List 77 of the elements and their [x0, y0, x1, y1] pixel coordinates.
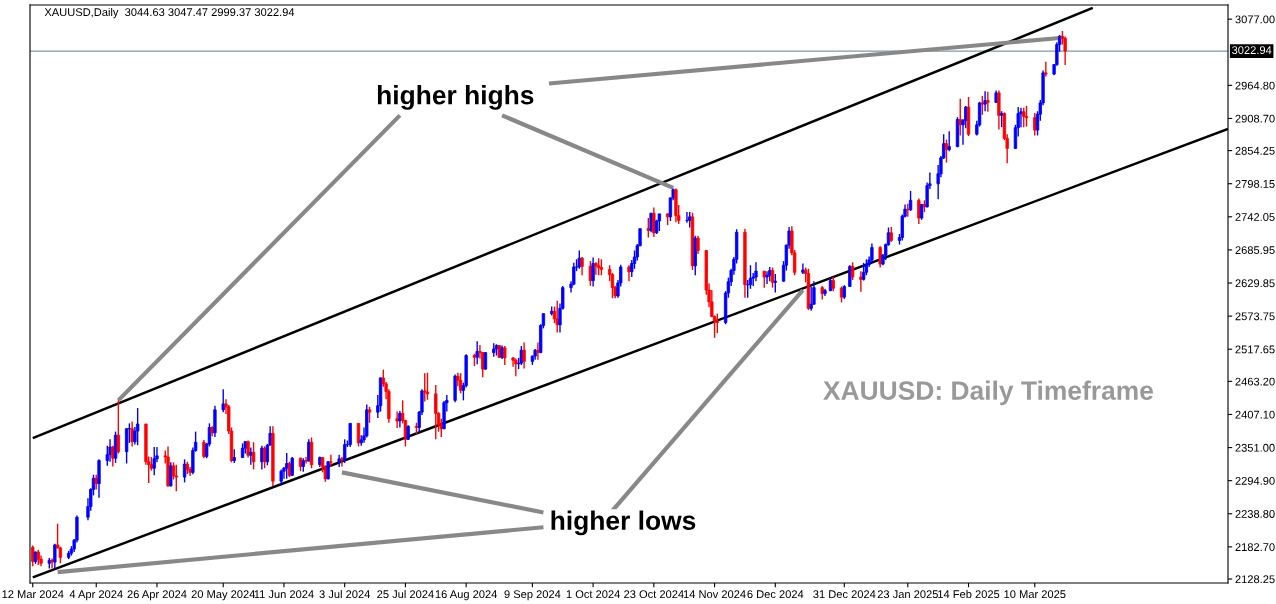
candlestick — [304, 456, 308, 465]
candlestick — [900, 213, 904, 242]
candlestick — [1063, 35, 1067, 66]
y-tick-label: 2517.65 — [1235, 345, 1275, 354]
candlestick — [986, 91, 990, 113]
x-tick-label: 23 Oct 2024 — [624, 590, 684, 599]
y-tick-label: 2964.80 — [1235, 81, 1275, 90]
y-tick-label: 2629.85 — [1235, 279, 1275, 288]
x-tick-label: 9 Sep 2024 — [504, 590, 561, 601]
candlestick — [1044, 60, 1048, 78]
candlestick — [221, 388, 225, 413]
ref-line-label: 3022.94 — [1232, 46, 1272, 55]
candlestick — [340, 456, 344, 468]
candlestick — [594, 261, 598, 276]
x-tick-label: 23 Jan 2025 — [877, 590, 938, 599]
annotation: higher highs — [377, 85, 534, 110]
y-tick-label: 2294.90 — [1235, 476, 1275, 485]
x-tick-label: 14 Feb 2025 — [938, 589, 1000, 599]
x-tick-label: 4 Apr 2024 — [69, 590, 123, 601]
candlestick — [715, 312, 719, 334]
candlestick — [124, 427, 129, 465]
x-tick-label: 31 Dec 2024 — [813, 590, 876, 599]
candlestick — [116, 399, 120, 455]
candlestick — [983, 90, 987, 112]
y-tick-label: 2407.10 — [1235, 410, 1275, 419]
x-tick-label: 6 Dec 2024 — [747, 590, 804, 599]
y-tick-label: 2742.05 — [1235, 213, 1275, 221]
y-tick-label: 2854.25 — [1235, 146, 1275, 155]
annotation: XAUUSD: Daily Timeframe — [823, 380, 1153, 406]
candlestick — [434, 384, 438, 441]
y-tick-label: 2182.70 — [1235, 543, 1275, 552]
candlestick — [591, 256, 595, 288]
candlestick — [958, 98, 962, 137]
x-tick-label: 25 Jul 2024 — [377, 589, 434, 599]
candlestick — [696, 235, 700, 255]
y-tick-label: 2908.70 — [1235, 114, 1275, 123]
x-tick-label: 3 Jul 2024 — [319, 589, 370, 599]
candlestick — [307, 438, 311, 462]
candlestick — [249, 446, 253, 466]
candlestick — [809, 285, 813, 312]
candlestick — [646, 217, 650, 239]
y-tick-label: 2128.25 — [1235, 575, 1275, 584]
x-tick-label: 1 Oct 2024 — [566, 590, 620, 599]
candlestick — [309, 436, 314, 469]
y-tick-label: 2573.75 — [1235, 312, 1275, 321]
x-tick-label: 10 Mar 2025 — [1004, 590, 1066, 599]
x-tick-label: 16 Aug 2024 — [435, 590, 498, 601]
y-tick-label: 2463.20 — [1235, 377, 1275, 386]
chart-title: XAUUSD,Daily 3044.63 3047.47 2999.37 3022.94 — [44, 7, 295, 19]
y-tick-label: 2351.00 — [1235, 443, 1275, 452]
candlestick — [980, 95, 984, 116]
candlestick — [1022, 106, 1026, 128]
y-tick-label: 2685.95 — [1235, 246, 1275, 255]
candlestick — [870, 242, 874, 263]
candlestick — [1024, 105, 1029, 128]
x-tick-label: 20 May 2024 — [191, 590, 256, 601]
candlestick — [765, 270, 769, 285]
candlestick — [329, 453, 333, 468]
candlestick — [522, 341, 526, 370]
y-tick-label: 2238.80 — [1235, 510, 1275, 518]
annotation: higher lows — [551, 510, 696, 536]
candlestick — [754, 261, 758, 282]
y-tick-label: 2798.15 — [1235, 179, 1275, 188]
candlestick — [425, 371, 430, 401]
candlestick — [108, 438, 112, 463]
x-tick-label: 11 Jun 2024 — [254, 590, 314, 599]
candlestick — [773, 273, 777, 294]
x-tick-label: 12 Mar 2024 — [2, 590, 64, 599]
y-tick-label: 3077.00 — [1235, 15, 1275, 24]
candlestick — [423, 372, 427, 403]
x-tick-label: 26 Apr 2024 — [127, 590, 187, 601]
x-tick-label: 14 Nov 2024 — [683, 590, 746, 599]
candlestick — [947, 130, 951, 153]
candlestick — [627, 264, 631, 282]
candlestick — [580, 256, 584, 276]
candlestick — [801, 262, 805, 275]
candlestick — [859, 270, 863, 293]
